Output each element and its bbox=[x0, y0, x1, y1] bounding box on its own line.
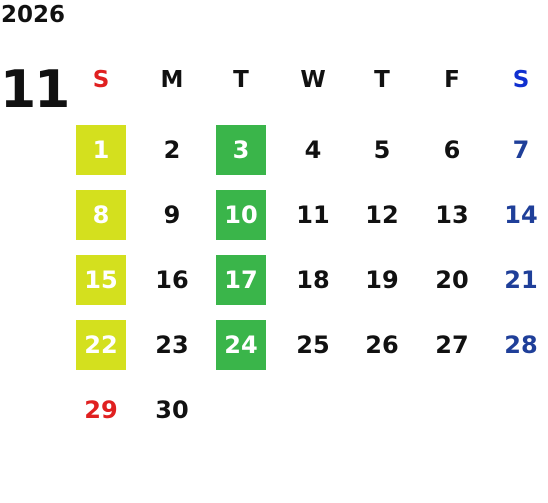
day-cell: 27 bbox=[435, 331, 469, 359]
weekday-label: T bbox=[374, 67, 390, 93]
day-cell: 18 bbox=[296, 266, 330, 294]
day-cell: 20 bbox=[435, 266, 469, 294]
day-cell: 1 bbox=[76, 125, 126, 175]
weekday-label: W bbox=[300, 67, 326, 93]
month: 11 bbox=[0, 60, 70, 120]
weekday-label: F bbox=[444, 67, 460, 93]
day-cell: 26 bbox=[365, 331, 399, 359]
day-cell: 5 bbox=[373, 136, 391, 164]
weekday-label: T bbox=[233, 67, 249, 93]
day-cell: 3 bbox=[216, 125, 266, 175]
day-cell: 25 bbox=[296, 331, 330, 359]
day-cell: 4 bbox=[304, 136, 322, 164]
day-cell: 28 bbox=[504, 331, 538, 359]
day-cell: 30 bbox=[155, 396, 189, 424]
day-cell: 6 bbox=[443, 136, 461, 164]
day-cell: 22 bbox=[76, 320, 126, 370]
day-cell: 29 bbox=[84, 396, 118, 424]
day-cell: 19 bbox=[365, 266, 399, 294]
weekday-label: M bbox=[160, 67, 184, 93]
day-cell: 8 bbox=[76, 190, 126, 240]
day-cell: 15 bbox=[76, 255, 126, 305]
day-cell: 17 bbox=[216, 255, 266, 305]
day-cell: 23 bbox=[155, 331, 189, 359]
day-cell: 10 bbox=[216, 190, 266, 240]
day-cell: 7 bbox=[512, 136, 530, 164]
day-cell: 12 bbox=[365, 201, 399, 229]
day-cell: 13 bbox=[435, 201, 469, 229]
day-cell: 9 bbox=[163, 201, 181, 229]
weekday-label: S bbox=[92, 67, 110, 93]
weekday-label: S bbox=[512, 67, 530, 93]
day-cell: 14 bbox=[504, 201, 538, 229]
day-cell: 11 bbox=[296, 201, 330, 229]
year: 2026 bbox=[1, 2, 66, 28]
day-cell: 16 bbox=[155, 266, 189, 294]
day-cell: 24 bbox=[216, 320, 266, 370]
day-cell: 21 bbox=[504, 266, 538, 294]
day-cell: 2 bbox=[163, 136, 181, 164]
